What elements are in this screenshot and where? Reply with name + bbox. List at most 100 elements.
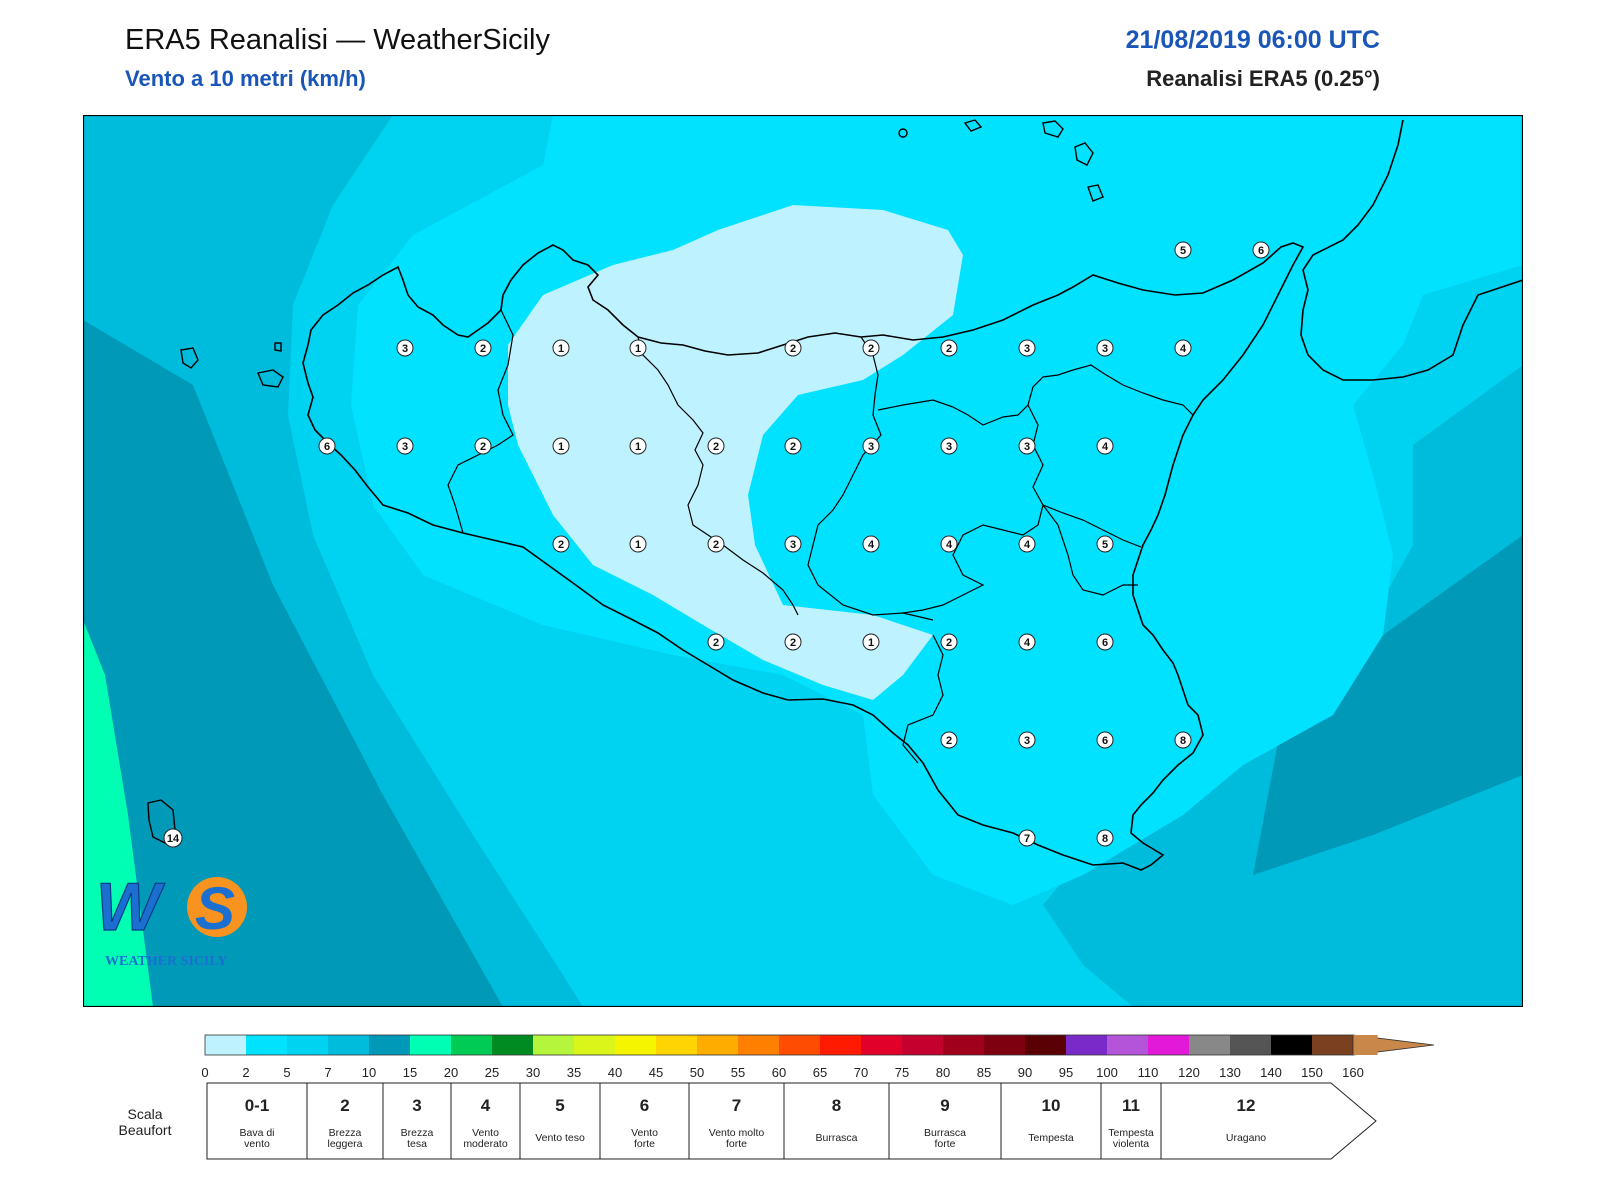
colorbar-tick-label: 25 [485, 1065, 499, 1080]
colorbar-ticks: 0 2 5 7 10 15 20 25 30 35 40 45 50 55 60 65 70 75 80 85 90 95… [201, 1065, 1363, 1080]
colorbar-tick-label: 110 [1138, 1065, 1159, 1080]
station-value: 2 [558, 539, 564, 551]
band-0-2 [508, 205, 963, 700]
beaufort-number: 7 [732, 1096, 741, 1115]
beaufort-description: Tempesta [1028, 1132, 1074, 1144]
station-value: 2 [868, 343, 874, 355]
station-marker: 3 [396, 339, 414, 357]
colorbar-tick-label: 20 [444, 1065, 458, 1080]
station-markers: 3 2 1 1 2 2 2 3 3 4 6 3 2 1 1 2 2 3 3 3 4 2 1 2 3 4 4 4 5 2 2 1 2 4 6 2 3 6 8 7… [163, 241, 1270, 848]
map-frame [83, 115, 1523, 1007]
station-value: 3 [790, 539, 796, 551]
station-marker: 5 [1096, 535, 1114, 553]
station-marker: 3 [396, 437, 414, 455]
station-marker: 14 [163, 828, 183, 848]
beaufort-class: 11 Tempesta violenta [1100, 1082, 1162, 1160]
station-value: 3 [1102, 343, 1108, 355]
colorbar-tick-label: 60 [772, 1065, 786, 1080]
station-marker: 1 [629, 535, 647, 553]
colorbar-cell [246, 1035, 287, 1055]
station-marker: 3 [1018, 731, 1036, 749]
beaufort-class: 10 Tempesta [1000, 1082, 1102, 1160]
station-value: 3 [946, 441, 952, 453]
station-value: 4 [1024, 637, 1031, 649]
beaufort-number: 12 [1237, 1096, 1256, 1115]
province-boundaries [447, 309, 1194, 764]
station-value: 3 [868, 441, 874, 453]
colorbar-tick-label: 140 [1260, 1065, 1282, 1080]
station-value: 2 [790, 441, 796, 453]
station-value: 1 [635, 343, 641, 355]
beaufort-class: 9 Burrasca forte [888, 1082, 1002, 1160]
station-value: 2 [946, 637, 952, 649]
colorbar-tick-label: 95 [1059, 1065, 1073, 1080]
colorbar-tick-label: 120 [1178, 1065, 1200, 1080]
svg-text:W: W [96, 869, 166, 945]
station-marker: 1 [629, 437, 647, 455]
band-20-25 [83, 620, 153, 1007]
colorbar-tick-label: 5 [283, 1065, 290, 1080]
calabria-coast [1300, 119, 1523, 381]
beaufort-number: 6 [640, 1096, 649, 1115]
station-value: 1 [635, 441, 641, 453]
beaufort-number: 5 [555, 1096, 564, 1115]
colorbar-tick-label: 45 [649, 1065, 663, 1080]
colorbar-cell [533, 1035, 574, 1055]
colorbar-cell [410, 1035, 451, 1055]
colorbar-tick-label: 100 [1096, 1065, 1118, 1080]
beaufort-description: Uragano [1226, 1132, 1266, 1144]
station-marker: 8 [1174, 731, 1192, 749]
colorbar-tick-label: 50 [690, 1065, 704, 1080]
colorbar-cell [861, 1035, 902, 1055]
colorbar-cell [328, 1035, 369, 1055]
beaufort-label: Scala Beaufort [119, 1106, 172, 1138]
colorbar-cell [1189, 1035, 1230, 1055]
station-value: 5 [1102, 539, 1108, 551]
colorbar-cell [697, 1035, 738, 1055]
station-value: 1 [635, 539, 641, 551]
beaufort-description: Burrasca forte [924, 1127, 966, 1150]
station-marker: 2 [940, 731, 958, 749]
colorbar-tick-label: 65 [813, 1065, 827, 1080]
weathersicily-logo: W S WEATHER SICILY [95, 868, 247, 969]
logo-text: WEATHER SICILY [105, 954, 228, 969]
beaufort-description: Brezza leggera [327, 1127, 362, 1150]
station-value: 4 [946, 539, 953, 551]
colorbar-cell [1312, 1035, 1353, 1055]
colorbar-tick-label: 85 [977, 1065, 991, 1080]
map-subtitle: Vento a 10 metri (km/h) [125, 66, 366, 91]
beaufort-description: Vento molto forte [709, 1127, 765, 1150]
station-value: 5 [1180, 245, 1186, 257]
wind-map: 3 2 1 1 2 2 2 3 3 4 6 3 2 1 1 2 2 3 3 3 4 2 1 2 3 4 4 4 5 2 2 1 2 4 6 2 3 6 8 7… [83, 115, 1523, 1007]
station-marker: 3 [1096, 339, 1114, 357]
colorbar-cell [943, 1035, 984, 1055]
station-marker: 2 [707, 437, 725, 455]
station-marker: 4 [1018, 535, 1036, 553]
station-value: 3 [1024, 441, 1030, 453]
colorbar-tick-label: 0 [201, 1065, 208, 1080]
colorbar-cell [779, 1035, 820, 1055]
station-value: 2 [480, 441, 486, 453]
beaufort-class: 4 Vento moderato [450, 1082, 521, 1160]
colorbar-cell [1066, 1035, 1107, 1055]
beaufort-class: 12 Uragano [1160, 1082, 1377, 1160]
station-value: 3 [402, 441, 408, 453]
colorbar-cell [1230, 1035, 1271, 1055]
legend: 0 2 5 7 10 15 20 25 30 35 40 45 50 55 60 65 70 75 80 85 90 95… [119, 1034, 1435, 1160]
station-value: 1 [868, 637, 874, 649]
station-marker: 2 [784, 437, 802, 455]
beaufort-class: 0-1 Bava di vento [206, 1082, 308, 1160]
station-marker: 7 [1018, 829, 1036, 847]
station-value: 4 [1102, 441, 1109, 453]
station-marker: 3 [784, 535, 802, 553]
beaufort-class: 3 Brezza tesa [382, 1082, 452, 1160]
station-marker: 2 [552, 535, 570, 553]
station-marker: 3 [1018, 339, 1036, 357]
station-marker: 2 [940, 339, 958, 357]
station-marker: 2 [707, 535, 725, 553]
station-value: 2 [790, 637, 796, 649]
station-marker: 2 [862, 339, 880, 357]
station-marker: 1 [552, 437, 570, 455]
station-marker: 1 [552, 339, 570, 357]
beaufort-class: 7 Vento molto forte [688, 1082, 785, 1160]
